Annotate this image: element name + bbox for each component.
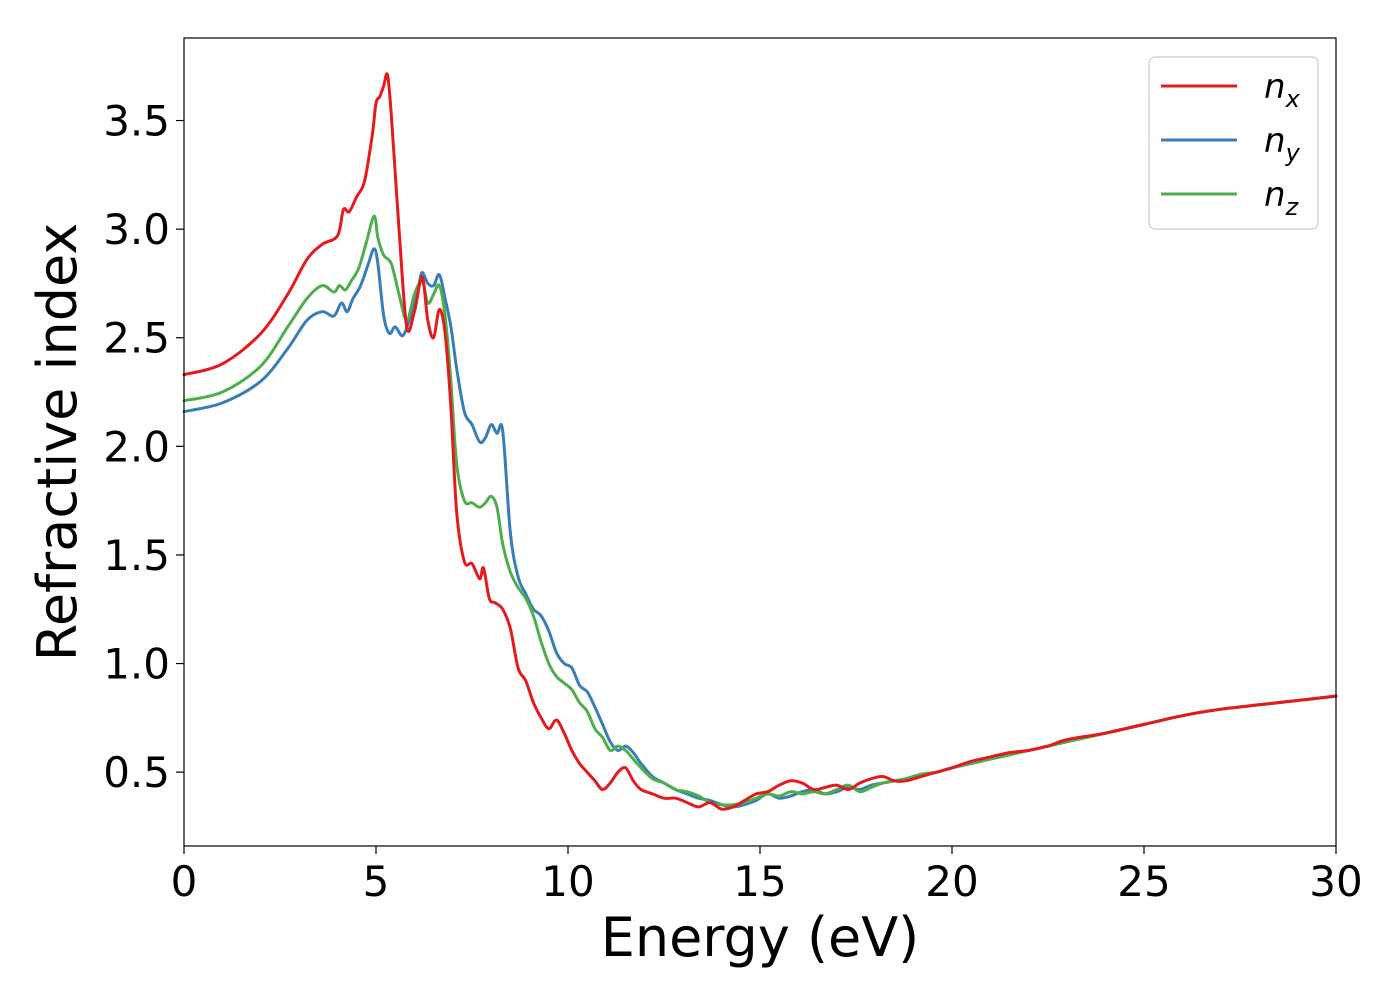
y-tick-label: 2.5 [103,314,170,363]
y-axis-title: Refractive index [26,223,89,662]
legend-label-base: n [1264,67,1286,107]
x-tick-label: 0 [171,857,198,906]
series-line-nx [182,72,1338,811]
x-tick-label: 10 [541,857,594,906]
legend-label-nx: nx [1264,67,1301,113]
y-tick-label: 0.5 [103,748,170,797]
y-tick-label: 1.5 [103,531,170,580]
x-tick-label: 25 [1117,857,1170,906]
y-tick-label: 3.0 [103,205,170,254]
x-axis-title: Energy (eV) [601,906,920,969]
y-tick-label: 1.0 [103,640,170,689]
legend-label-subscript: y [1285,139,1301,167]
series-line-nz [182,214,1338,807]
legend-label-subscript: x [1285,85,1301,113]
legend-label-subscript: z [1285,193,1300,221]
legend-label-base: n [1264,121,1286,161]
y-axis-ticks: 0.5 1.0 1.5 2.0 2.5 3.0 3.5 [103,97,184,797]
legend-box [1148,56,1319,230]
legend-label-ny: ny [1264,121,1301,167]
x-tick-label: 15 [733,857,786,906]
y-tick-label: 2.0 [103,422,170,471]
series-layer [182,72,1338,811]
legend-label-nz: nz [1264,175,1300,221]
series-line-ny [182,247,1338,809]
legend-label-base: n [1264,175,1286,215]
x-tick-label: 5 [363,857,390,906]
y-tick-label: 3.5 [103,97,170,146]
x-tick-label: 30 [1309,857,1362,906]
x-tick-label: 20 [925,857,978,906]
x-axis-ticks: 0 5 10 15 20 25 30 [171,846,1363,906]
